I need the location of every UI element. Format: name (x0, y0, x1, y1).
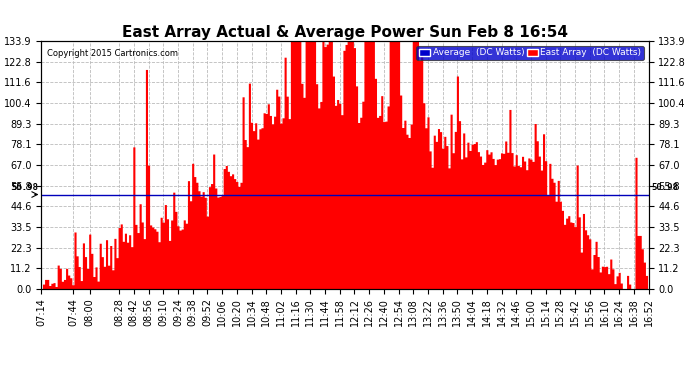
Text: Copyright 2015 Cartronics.com: Copyright 2015 Cartronics.com (48, 49, 179, 58)
Text: 50.98: 50.98 (11, 183, 38, 192)
Text: 50.98: 50.98 (652, 183, 679, 192)
Legend: Average  (DC Watts), East Array  (DC Watts): Average (DC Watts), East Array (DC Watts… (416, 46, 644, 60)
Title: East Array Actual & Average Power Sun Feb 8 16:54: East Array Actual & Average Power Sun Fe… (122, 25, 568, 40)
